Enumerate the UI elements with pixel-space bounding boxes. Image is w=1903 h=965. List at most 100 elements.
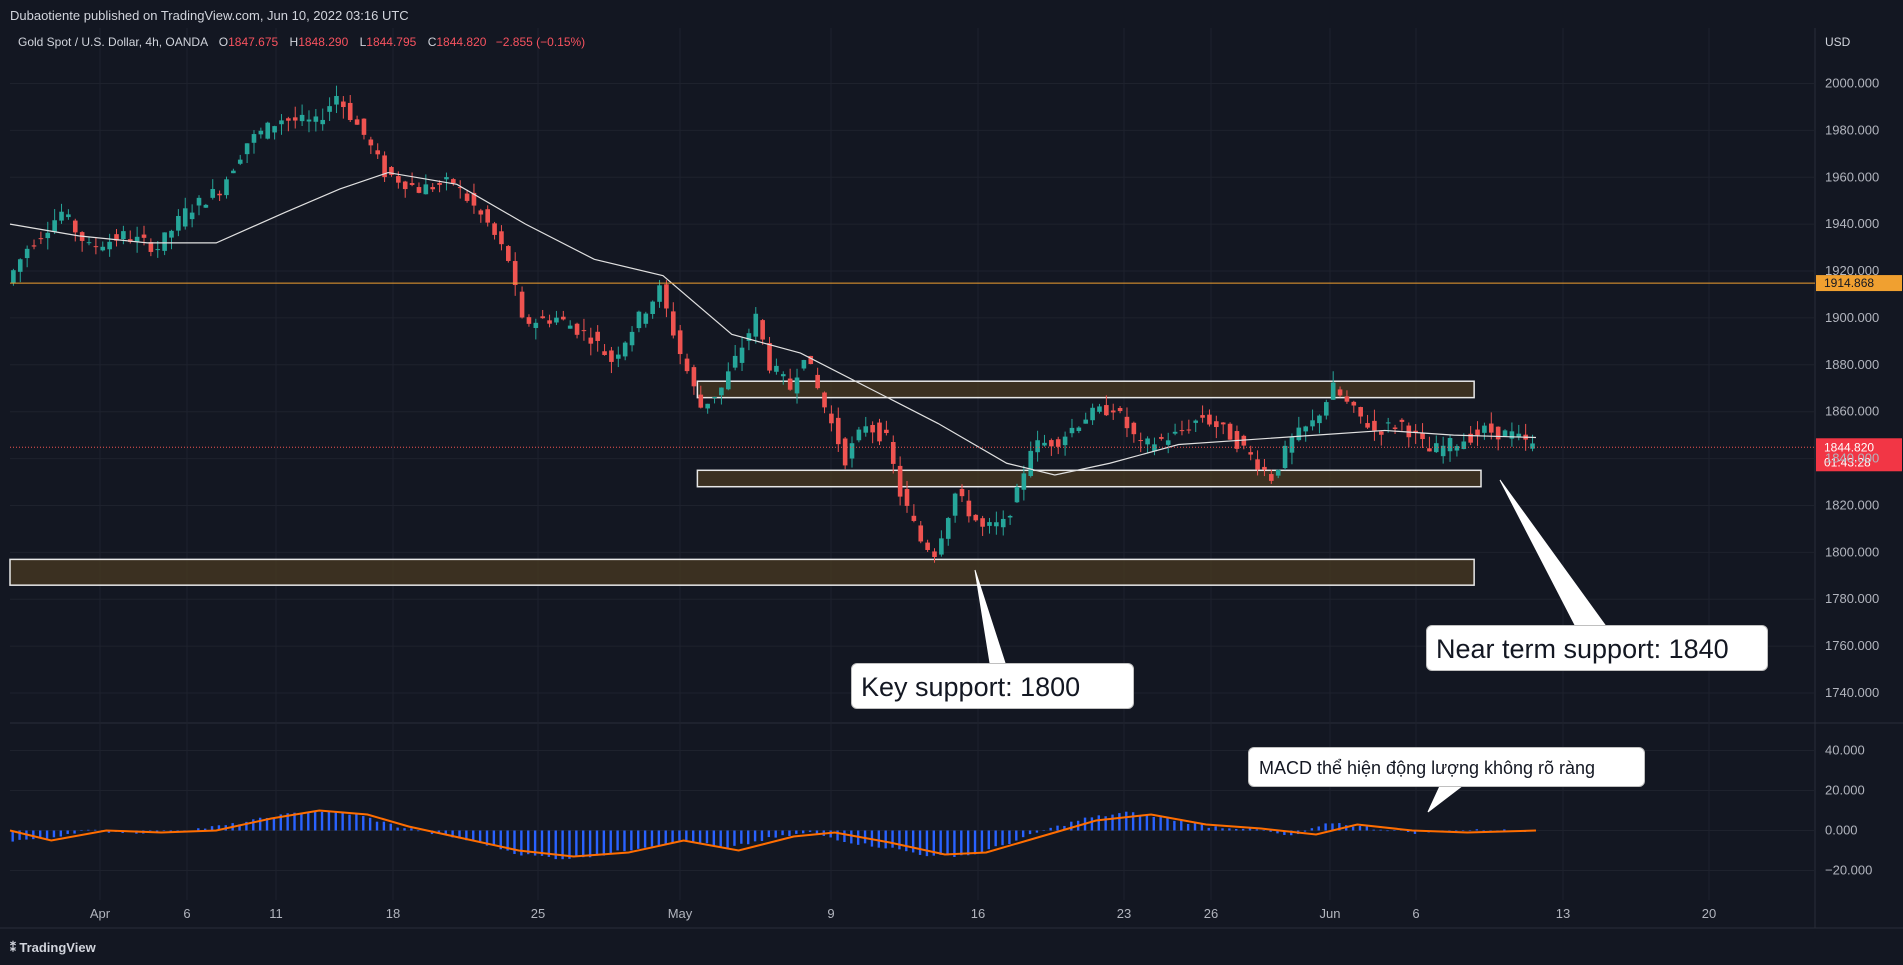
candle-body [746,333,752,341]
candle-body [1275,469,1281,476]
candle-body [52,220,57,232]
candle-body [1083,419,1089,424]
macd-bar [1028,830,1032,835]
candle-body [794,377,800,394]
macd-bar [1145,814,1149,831]
candle-body [774,365,779,372]
candle-body [595,331,600,341]
candle-body [911,515,917,521]
macd-bar [1283,830,1286,835]
macd-bar [664,830,667,845]
macd-bar [506,830,509,851]
candle-body [712,397,717,399]
candle-body [1344,396,1350,402]
candle-body [822,392,827,408]
candle-body [1000,518,1006,528]
macd-bar [444,830,447,836]
time-tick-label: 18 [386,906,400,921]
macd-bar [1262,830,1265,831]
candle-body [849,443,855,459]
price-tick-label: 1740.000 [1825,685,1879,700]
candle-body [890,441,896,464]
candle-body [1468,433,1473,443]
candle-body [444,177,449,180]
candle-body [1482,425,1487,433]
macd-bar [1207,827,1210,831]
candle-body [787,378,793,390]
macd-bar [66,830,69,834]
candle-body [1145,438,1150,445]
candle-body [1055,439,1061,447]
candle-body [1165,440,1171,445]
macd-bar [1317,826,1320,831]
candle-body [1117,407,1123,412]
time-tick-label: 6 [183,906,190,921]
candle-body [829,413,834,424]
candle-body [1076,427,1082,432]
macd-bar [767,830,771,838]
candle-body [237,159,243,164]
macd-bar [829,830,832,838]
macd-bar [1193,822,1197,831]
tv-logo-icon: ⁑ [10,941,20,955]
candle-body [643,313,649,324]
candle-body [1420,432,1425,440]
candle-body [451,179,456,184]
macd-bar [1042,830,1045,831]
symbol-name: Gold Spot / U.S. Dollar, 4h, OANDA [18,35,208,49]
candle-body [526,317,532,324]
candle-body [1475,429,1480,436]
macd-bar [588,830,592,858]
macd-bar [643,830,647,848]
candle-body [698,394,704,408]
key-support-callout: Key support: 1800 [851,663,1134,709]
macd-bar [788,830,791,837]
candle-body [107,241,112,250]
candle-body [1351,401,1357,406]
macd-bar [59,830,63,837]
candle-body [1406,425,1412,438]
candle-body [176,215,181,231]
macd-bar [313,810,317,831]
candle-body [512,261,518,286]
candle-body [286,118,291,121]
candle-body [121,231,126,240]
macd-bar [705,830,709,844]
candle-body [375,150,381,155]
macd-bar [808,830,812,832]
time-tick-label: 13 [1556,906,1570,921]
macd-bar [1331,823,1334,831]
candle-body [251,134,257,143]
macd-bar [733,830,736,846]
candle-body [1433,443,1439,453]
macd-bar [1303,830,1307,832]
candle-body [1090,407,1095,421]
candle-body [1241,435,1247,446]
grid [0,28,1903,929]
macd-bar [410,828,413,831]
candle-body [231,170,236,174]
macd-pane [9,809,1537,860]
time-tick-label: 16 [971,906,985,921]
close-value: 1844.820 [436,35,487,49]
tradingview-logo[interactable]: ⁑ TradingView [10,940,96,955]
macd-bar [1475,829,1479,831]
macd-bar [1372,829,1375,831]
macd-bar [582,830,585,858]
candle-body [327,106,332,112]
time-tick-label: 26 [1204,906,1218,921]
macd-bar [286,813,289,831]
candle-body [45,232,51,239]
price-tick-label: 1860.000 [1825,404,1879,419]
macd-tick-label: −20.000 [1825,863,1872,878]
macd-bar [252,819,255,831]
candle-body [347,102,353,121]
candle-body [1035,440,1040,453]
macd-bar [726,830,729,848]
candle-body [389,167,394,175]
candle-body [1330,382,1336,400]
candle-body [1440,445,1446,457]
price-tick-label: 1900.000 [1825,310,1879,325]
macd-bar [1070,821,1073,831]
